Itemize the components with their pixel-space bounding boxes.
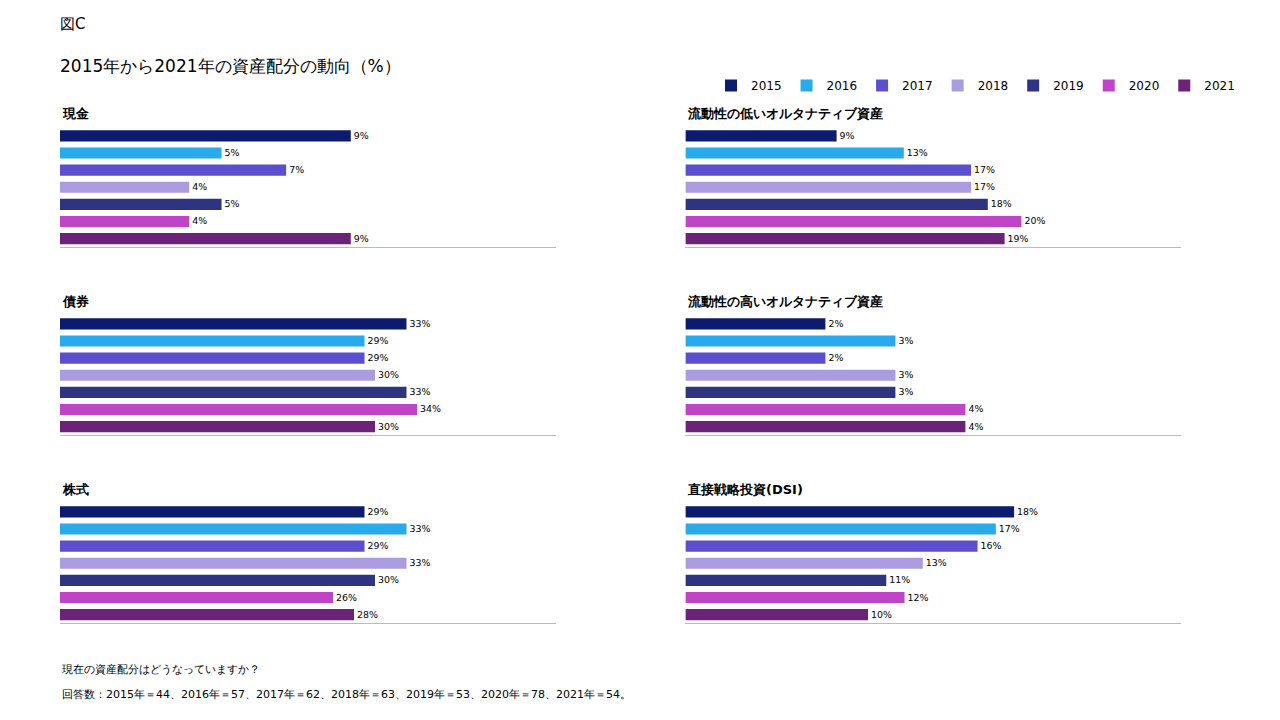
svg-text:26%: 26% (336, 592, 357, 603)
svg-text:現金: 現金 (62, 106, 90, 121)
svg-text:33%: 33% (410, 386, 431, 397)
svg-text:5%: 5% (225, 198, 240, 209)
svg-text:流動性の低いオルタナティブ資産: 流動性の低いオルタナティブ資産 (687, 106, 883, 121)
svg-text:回答数：2015年＝44、2016年＝57、2017年＝62: 回答数：2015年＝44、2016年＝57、2017年＝62、2018年＝63、… (62, 688, 631, 701)
svg-text:流動性の高いオルタナティブ資産: 流動性の高いオルタナティブ資産 (687, 294, 883, 309)
svg-text:9%: 9% (354, 130, 369, 141)
svg-text:17%: 17% (974, 164, 995, 175)
svg-text:20%: 20% (1024, 215, 1045, 226)
svg-text:2016: 2016 (827, 79, 858, 93)
svg-text:4%: 4% (192, 215, 207, 226)
svg-text:5%: 5% (225, 147, 240, 158)
svg-text:33%: 33% (410, 318, 431, 329)
svg-text:2019: 2019 (1053, 79, 1084, 93)
svg-text:7%: 7% (289, 164, 304, 175)
svg-text:2%: 2% (828, 318, 843, 329)
svg-text:4%: 4% (968, 421, 983, 432)
svg-text:30%: 30% (378, 421, 399, 432)
svg-text:4%: 4% (968, 403, 983, 414)
svg-text:3%: 3% (898, 369, 913, 380)
svg-text:直接戦略投資(DSI): 直接戦略投資(DSI) (687, 482, 803, 497)
svg-text:2018: 2018 (978, 79, 1009, 93)
svg-text:30%: 30% (378, 574, 399, 585)
svg-text:9%: 9% (354, 233, 369, 244)
svg-text:2017: 2017 (902, 79, 933, 93)
svg-text:3%: 3% (898, 386, 913, 397)
svg-text:28%: 28% (357, 609, 378, 620)
svg-text:16%: 16% (981, 540, 1002, 551)
svg-text:13%: 13% (926, 557, 947, 568)
svg-text:株式: 株式 (62, 482, 89, 497)
svg-text:3%: 3% (898, 335, 913, 346)
svg-text:11%: 11% (889, 574, 910, 585)
svg-text:29%: 29% (368, 506, 389, 517)
svg-text:現在の資産配分はどうなっていますか？: 現在の資産配分はどうなっていますか？ (62, 663, 260, 676)
svg-text:33%: 33% (410, 557, 431, 568)
svg-text:2%: 2% (828, 352, 843, 363)
svg-text:2020: 2020 (1129, 79, 1160, 93)
svg-text:17%: 17% (974, 181, 995, 192)
svg-text:2015年から2021年の資産配分の動向（%）: 2015年から2021年の資産配分の動向（%） (60, 56, 401, 76)
svg-text:19%: 19% (1008, 233, 1029, 244)
svg-text:13%: 13% (907, 147, 928, 158)
svg-text:2015: 2015 (751, 79, 782, 93)
svg-text:29%: 29% (368, 540, 389, 551)
svg-text:10%: 10% (871, 609, 892, 620)
svg-text:4%: 4% (192, 181, 207, 192)
svg-text:30%: 30% (378, 369, 399, 380)
svg-text:29%: 29% (368, 335, 389, 346)
svg-text:33%: 33% (410, 523, 431, 534)
svg-text:34%: 34% (420, 403, 441, 414)
svg-text:債券: 債券 (62, 294, 89, 309)
svg-text:18%: 18% (991, 198, 1012, 209)
svg-text:9%: 9% (840, 130, 855, 141)
svg-text:18%: 18% (1017, 506, 1038, 517)
svg-text:12%: 12% (908, 592, 929, 603)
svg-text:図C: 図C (60, 15, 85, 33)
svg-text:29%: 29% (368, 352, 389, 363)
svg-text:17%: 17% (999, 523, 1020, 534)
svg-text:2021: 2021 (1204, 79, 1235, 93)
